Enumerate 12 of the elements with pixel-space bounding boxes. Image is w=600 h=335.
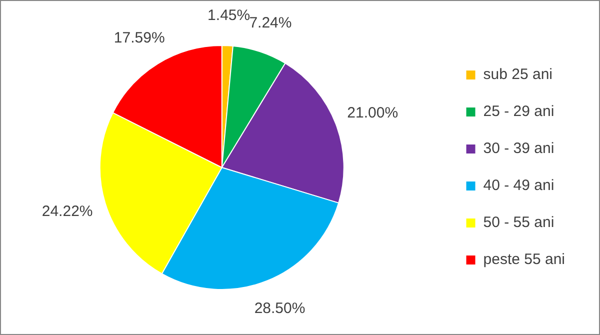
legend-label: 50 - 55 ani bbox=[483, 214, 554, 232]
legend-label: 25 - 29 ani bbox=[483, 103, 554, 120]
data-label: 21.00% bbox=[347, 104, 398, 122]
legend-label: peste 55 ani bbox=[483, 251, 566, 268]
data-label: 24.22% bbox=[42, 202, 93, 220]
legend-label: 30 - 39 ani bbox=[483, 140, 554, 158]
legend-label: sub 25 ani bbox=[483, 66, 553, 84]
legend-label: 40 - 49 ani bbox=[483, 177, 554, 194]
data-label: 17.59% bbox=[114, 29, 165, 46]
data-label: 7.24% bbox=[249, 14, 292, 32]
data-label: 28.50% bbox=[254, 300, 306, 317]
data-label: 1.45% bbox=[208, 6, 250, 24]
